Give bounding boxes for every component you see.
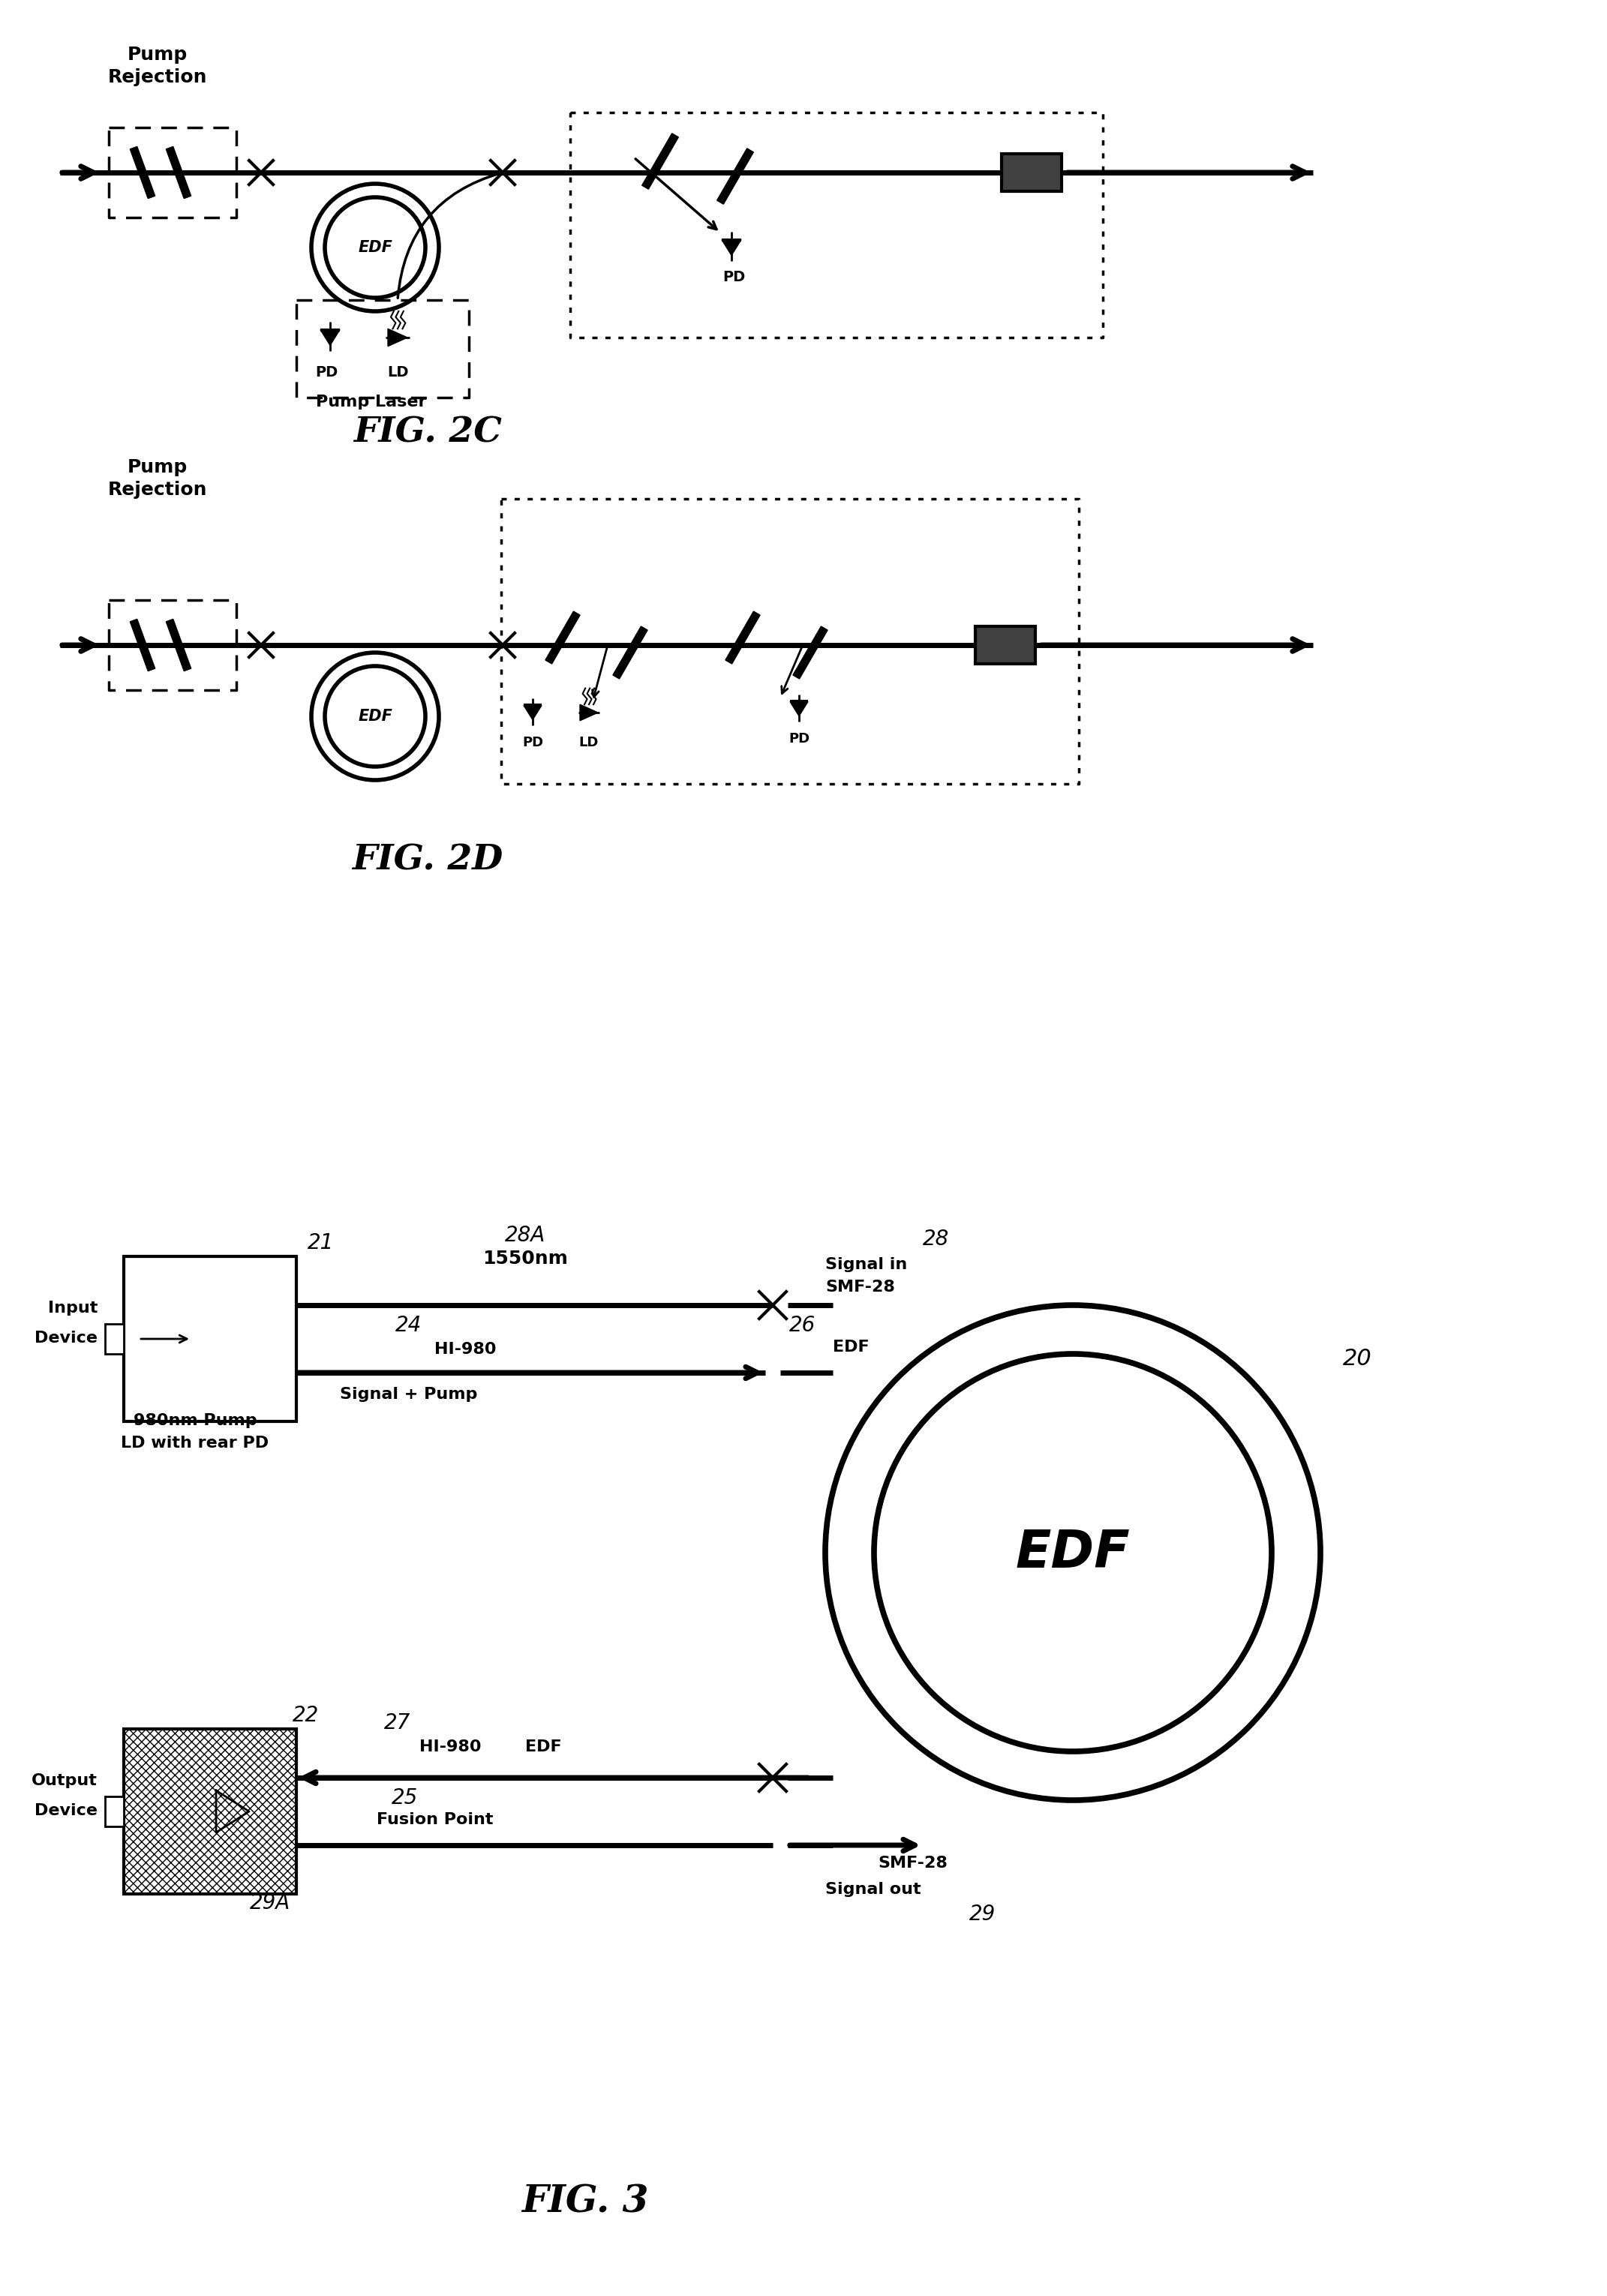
Polygon shape xyxy=(612,627,648,680)
Text: 24: 24 xyxy=(395,1316,423,1336)
Text: LD: LD xyxy=(387,365,408,379)
Text: EDF: EDF xyxy=(358,709,392,723)
Text: Signal + Pump: Signal + Pump xyxy=(341,1387,477,1403)
Text: Signal in: Signal in xyxy=(826,1258,908,1272)
Text: 28A: 28A xyxy=(505,1224,545,1247)
Bar xyxy=(975,627,1035,664)
Text: Pump: Pump xyxy=(127,459,188,475)
Text: FIG. 3: FIG. 3 xyxy=(522,2183,649,2220)
Text: 1550nm: 1550nm xyxy=(482,1249,567,1267)
Text: Fusion Point: Fusion Point xyxy=(376,1812,493,1828)
Text: PD: PD xyxy=(789,732,810,746)
Polygon shape xyxy=(166,620,191,670)
Polygon shape xyxy=(717,149,754,204)
Text: LD with rear PD: LD with rear PD xyxy=(121,1435,268,1451)
Text: 21: 21 xyxy=(307,1233,334,1254)
Text: 28: 28 xyxy=(922,1228,950,1249)
Bar xyxy=(124,1256,296,1421)
Text: 26: 26 xyxy=(789,1316,816,1336)
Text: Input: Input xyxy=(48,1300,98,1316)
Polygon shape xyxy=(580,705,598,721)
Text: Device: Device xyxy=(34,1802,98,1818)
Text: Device: Device xyxy=(34,1332,98,1345)
Polygon shape xyxy=(725,611,760,664)
Bar xyxy=(124,1729,296,1894)
Text: EDF: EDF xyxy=(358,241,392,255)
Bar xyxy=(1001,154,1062,191)
Text: FIG. 2D: FIG. 2D xyxy=(352,843,503,877)
Polygon shape xyxy=(387,328,408,347)
Text: Rejection: Rejection xyxy=(108,480,207,498)
Text: 29: 29 xyxy=(969,1903,996,1924)
Text: EDF: EDF xyxy=(525,1740,561,1754)
Text: EDF: EDF xyxy=(1016,1527,1130,1577)
Text: HI-980: HI-980 xyxy=(419,1740,480,1754)
Text: PD: PD xyxy=(522,735,543,748)
Polygon shape xyxy=(722,239,741,255)
Text: 20: 20 xyxy=(1343,1348,1372,1371)
Polygon shape xyxy=(130,147,154,197)
Polygon shape xyxy=(130,620,154,670)
Text: LD: LD xyxy=(579,735,599,748)
Polygon shape xyxy=(166,147,191,197)
Bar xyxy=(975,627,1035,664)
Text: SMF-28: SMF-28 xyxy=(826,1279,895,1295)
Text: PD: PD xyxy=(723,271,746,285)
Bar xyxy=(104,1795,124,1825)
Bar xyxy=(104,1325,124,1355)
Polygon shape xyxy=(320,331,339,344)
Text: 27: 27 xyxy=(384,1713,411,1733)
Text: 29A: 29A xyxy=(249,1892,291,1913)
Text: EDF: EDF xyxy=(832,1339,869,1355)
Polygon shape xyxy=(791,703,808,716)
Text: Pump Laser: Pump Laser xyxy=(317,395,427,409)
Text: 22: 22 xyxy=(292,1706,320,1727)
Text: Pump: Pump xyxy=(127,46,188,64)
Polygon shape xyxy=(792,627,828,680)
Bar xyxy=(124,1729,296,1894)
Text: SMF-28: SMF-28 xyxy=(877,1855,948,1871)
Polygon shape xyxy=(545,611,580,664)
Text: 980nm Pump: 980nm Pump xyxy=(133,1412,257,1428)
Bar xyxy=(1001,154,1062,191)
Polygon shape xyxy=(641,133,678,188)
Text: PD: PD xyxy=(315,365,337,379)
Text: Output: Output xyxy=(32,1773,98,1789)
Text: HI-980: HI-980 xyxy=(434,1341,497,1357)
Polygon shape xyxy=(524,705,542,719)
Text: Signal out: Signal out xyxy=(826,1883,921,1896)
Text: FIG. 2C: FIG. 2C xyxy=(354,416,501,450)
Text: 25: 25 xyxy=(392,1789,418,1809)
Text: Rejection: Rejection xyxy=(108,69,207,87)
